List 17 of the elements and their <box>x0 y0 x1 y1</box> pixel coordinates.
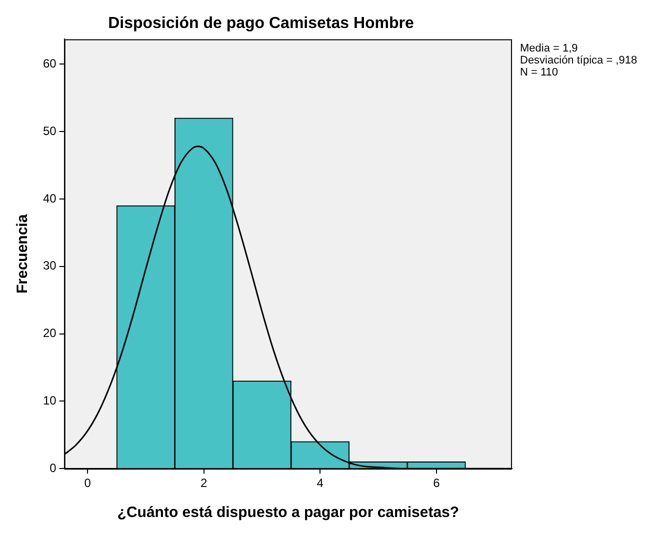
y-axis-title: Frecuencia <box>14 214 32 294</box>
y-tick-label: 0 <box>50 460 57 475</box>
text: Media = 1,9 <box>520 42 578 55</box>
y-tick-label: 50 <box>42 124 57 138</box>
x-tick-label: 0 <box>84 476 92 490</box>
x-axis-title: ¿Cuánto está dispuesto a pagar por camisetas? <box>117 504 460 522</box>
y-tick-label: 60 <box>42 56 57 70</box>
x-tick-label: 2 <box>200 476 208 490</box>
text: Desviación típica = ,918 <box>520 54 638 67</box>
text: N = 110 <box>520 66 558 79</box>
x-tick-label: 4 <box>316 476 324 490</box>
x-tick-label: 6 <box>433 476 440 490</box>
y-tick-label: 30 <box>42 258 57 273</box>
y-tick-label: 10 <box>42 394 57 408</box>
y-tick-label: 20 <box>42 326 57 340</box>
chart-title: Disposición de pago Camisetas Hombre <box>108 15 414 32</box>
y-tick-label: 40 <box>42 191 57 206</box>
